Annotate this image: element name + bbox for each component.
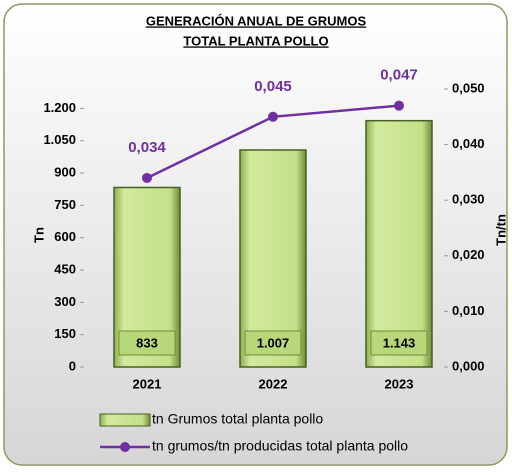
bar-label-box — [370, 330, 428, 356]
line-point — [394, 100, 404, 111]
y-tick-label: 450 — [54, 261, 76, 276]
legend-swatch — [120, 442, 130, 452]
y-tick-label: 1.200 — [43, 100, 76, 115]
line-value-label: 0,034 — [128, 139, 166, 156]
y-tick-label: 1.050 — [43, 132, 76, 147]
line-point — [268, 111, 278, 122]
legend-swatch — [99, 413, 151, 427]
line-point — [142, 172, 152, 183]
legend-label: tn Grumos total planta pollo — [152, 411, 323, 427]
y-tick-label: 750 — [54, 197, 76, 212]
y2-axis-title: Tn/tn — [493, 214, 508, 246]
y2-tick-label: 0,030 — [452, 192, 485, 207]
line-value-label: 0,047 — [380, 67, 418, 84]
y-tick-label: 0 — [69, 358, 76, 373]
y-axis-title: Tn — [31, 227, 46, 243]
chart-title: TOTAL PLANTA POLLO — [183, 33, 328, 48]
bar — [365, 119, 433, 368]
line-value-label: 0,045 — [254, 78, 292, 95]
y-tick-label: 600 — [54, 229, 76, 244]
bar-value-label: 1.007 — [257, 335, 290, 350]
chart-title: GENERACIÓN ANUAL DE GRUMOS — [146, 13, 367, 28]
y2-tick-label: 0,020 — [452, 247, 485, 262]
y2-tick-label: 0,040 — [452, 136, 485, 151]
y2-tick-label: 0,050 — [452, 80, 485, 95]
bar-value-label: 833 — [136, 335, 158, 350]
x-tick-label: 2021 — [133, 376, 162, 391]
bar-value-label: 1.143 — [383, 335, 416, 350]
x-tick-label: 2022 — [259, 376, 288, 391]
y-tick-label: 300 — [54, 294, 76, 309]
y2-tick-label: 0,010 — [452, 303, 485, 318]
y-tick-label: 900 — [54, 164, 76, 179]
bar-label-box — [244, 330, 302, 356]
y2-tick-label: 0,000 — [452, 358, 485, 373]
bar-label-box — [118, 330, 176, 356]
x-tick-label: 2023 — [385, 376, 414, 391]
legend-label: tn grumos/tn producidas total planta pol… — [152, 438, 408, 454]
y-tick-label: 150 — [54, 326, 76, 341]
